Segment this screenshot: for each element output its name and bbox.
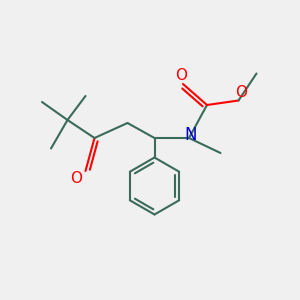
Text: N: N <box>184 126 197 144</box>
Text: O: O <box>176 68 188 83</box>
Text: O: O <box>236 85 247 100</box>
Text: O: O <box>70 171 83 186</box>
